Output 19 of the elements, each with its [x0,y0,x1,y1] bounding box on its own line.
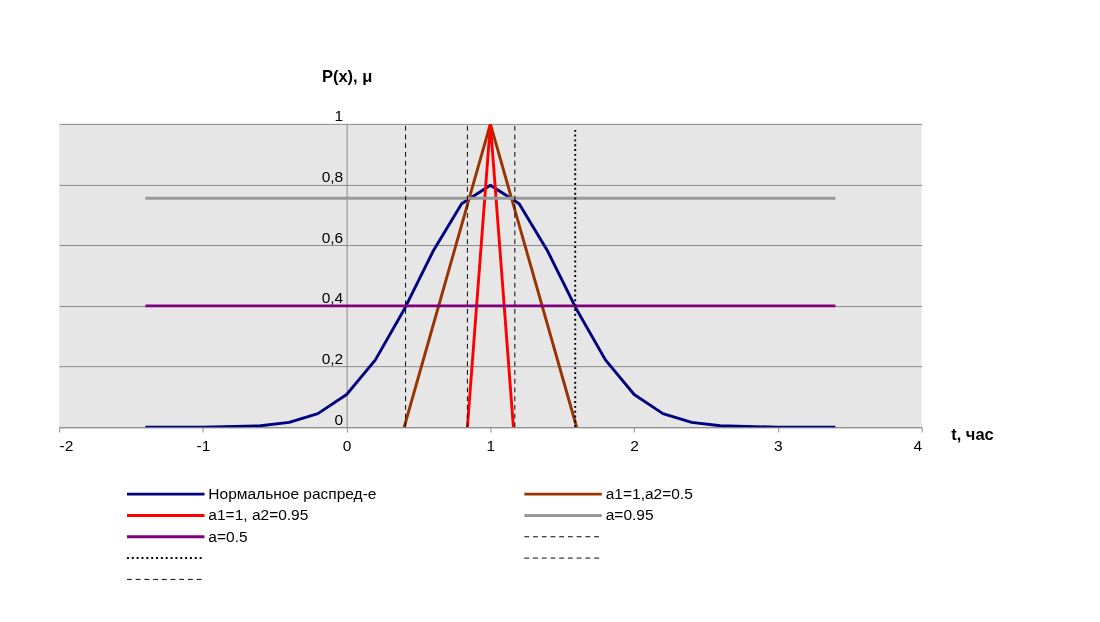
x-tick-label: 3 [774,436,783,454]
x-tick-label: -1 [196,436,211,454]
x-tick-label: 2 [630,436,639,454]
legend-label: Нормальное распред-е [208,484,377,502]
legend-label: a1=1, a2=0.95 [208,506,309,524]
y-axis-title: P(x), μ [321,66,373,85]
x-tick-label: 4 [913,436,923,454]
y-tick-label: 0,4 [321,289,344,307]
legend-label: a1=1,a2=0.5 [605,484,693,502]
y-tick-label: 0,6 [321,228,344,246]
x-tick-label: 1 [486,436,496,454]
legend-label: a=0.95 [605,506,654,524]
y-tick-label: 0,8 [321,168,344,186]
y-tick-label: 1 [334,107,344,125]
y-tick-label: 0,2 [321,350,344,368]
x-axis-title: t, час [951,425,994,444]
x-tick-label: -2 [59,436,74,454]
y-tick-label: 0 [334,410,344,428]
legend-label: a=0.5 [208,527,248,545]
